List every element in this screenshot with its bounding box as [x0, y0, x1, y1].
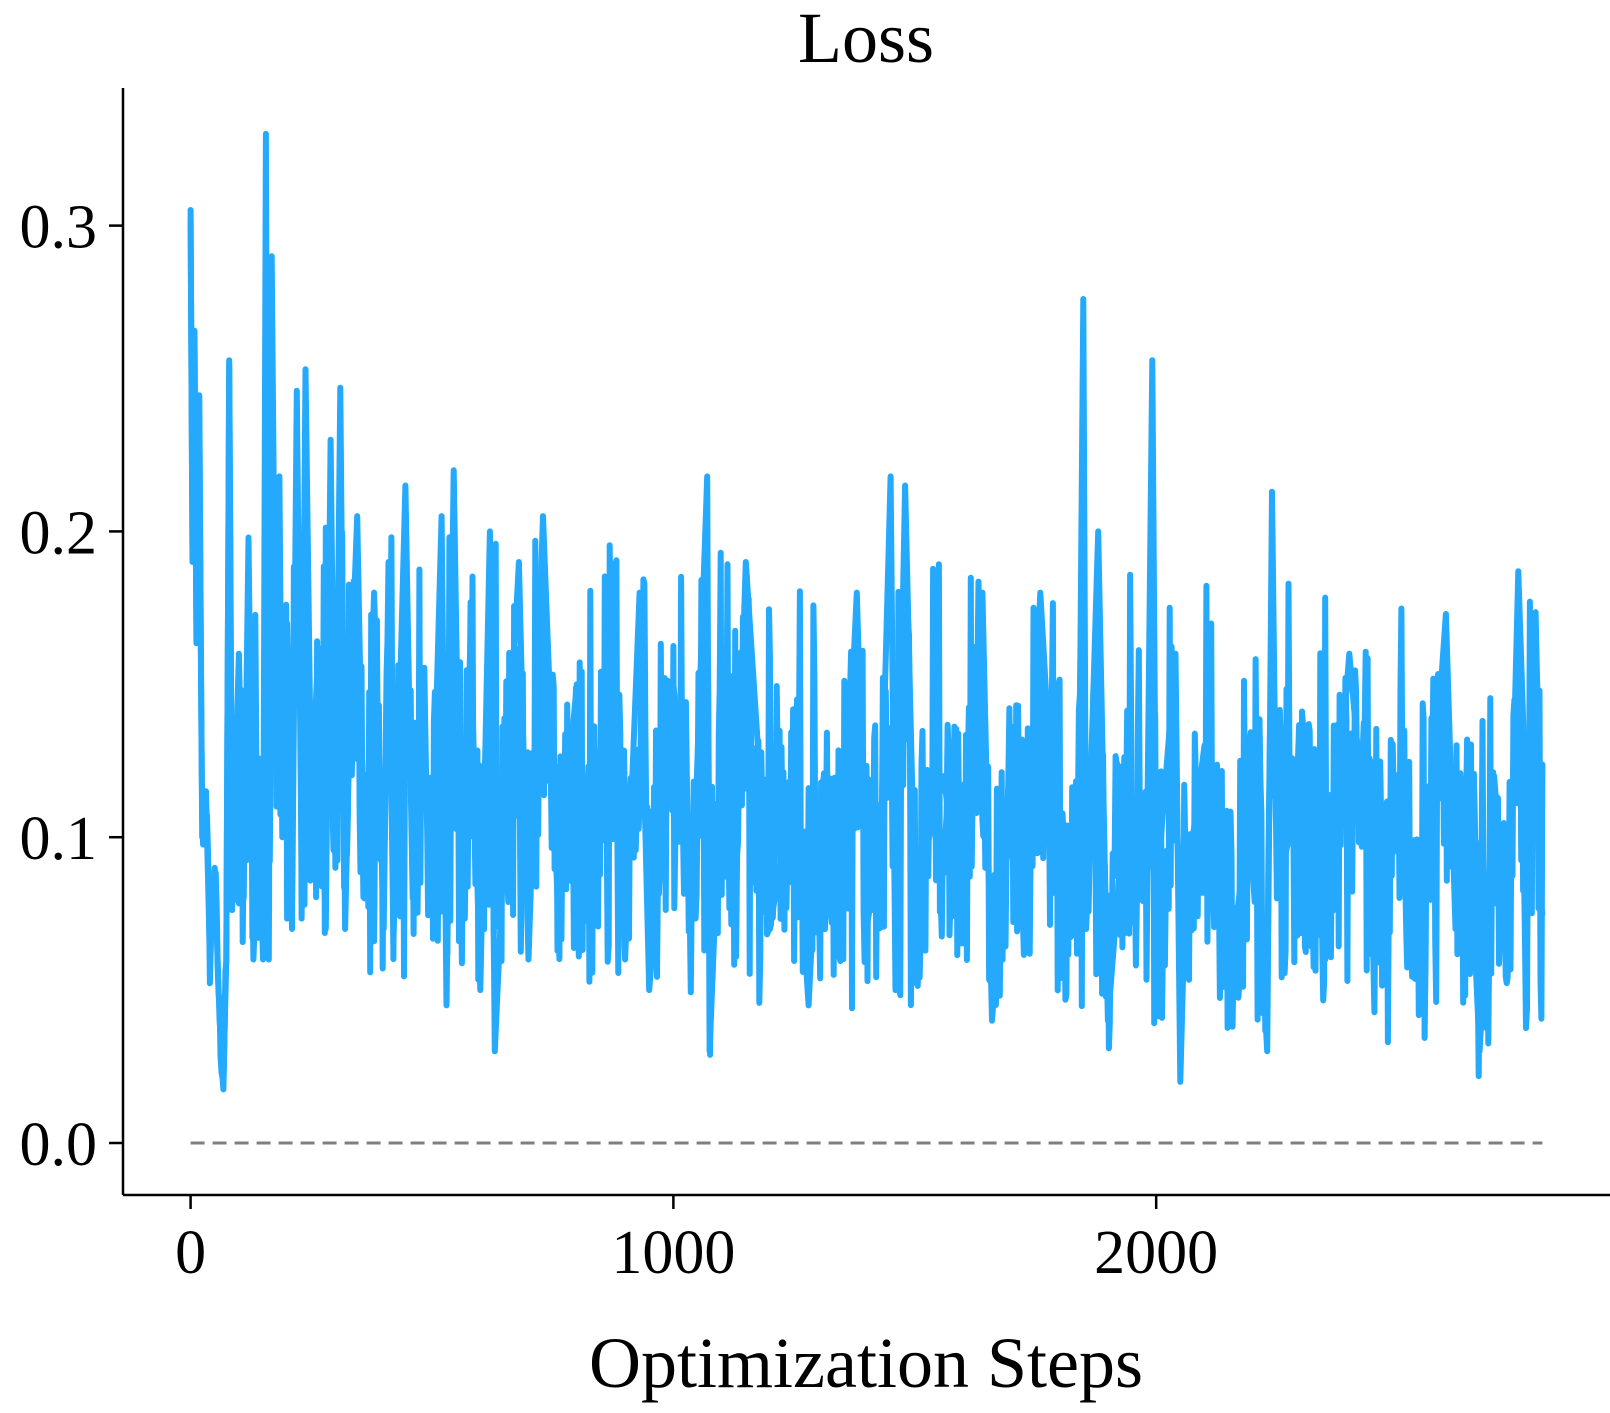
y-tick-label: 0.2: [20, 499, 98, 567]
x-axis-ticks: 0 1000 2000: [175, 1195, 1218, 1287]
y-tick-label: 0.1: [20, 805, 98, 873]
y-axis-ticks: 0.0 0.1 0.2 0.3: [20, 194, 123, 1179]
chart-title: Loss: [798, 0, 934, 78]
loss-series-peaks: [187, 130, 1546, 1085]
y-tick-label: 0.3: [20, 194, 98, 262]
x-tick-label: 2000: [1094, 1219, 1218, 1287]
loss-series-line: [187, 207, 1546, 1093]
x-tick-label: 0: [175, 1219, 206, 1287]
x-axis-label: Optimization Steps: [589, 1323, 1143, 1403]
x-tick-label: 1000: [611, 1219, 735, 1287]
y-tick-label: 0.0: [20, 1111, 98, 1179]
series-layer: [187, 130, 1546, 1093]
